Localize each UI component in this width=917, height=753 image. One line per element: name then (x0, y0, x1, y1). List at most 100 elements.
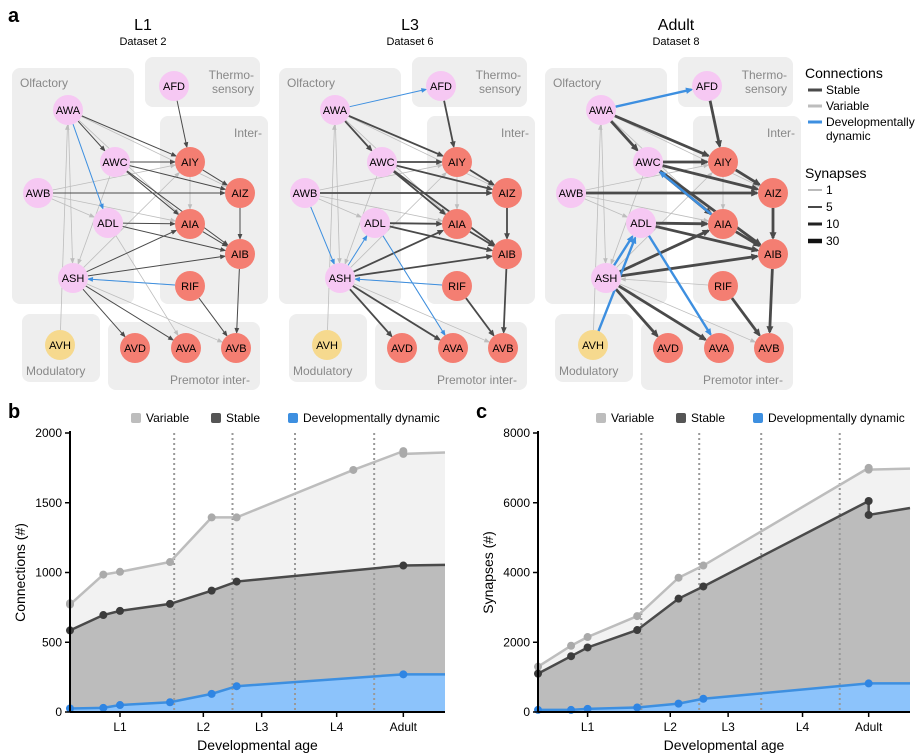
stable-data-point (864, 497, 873, 506)
variable-legend-swatch (131, 413, 141, 423)
stable-connection (85, 285, 173, 340)
variable-connection (621, 278, 709, 286)
stable-connection-arrowhead (220, 185, 227, 191)
dynamic-legend-label-1: Developmentally (826, 115, 915, 129)
y-tick-label: 0 (523, 705, 530, 719)
neuron-label-aiy: AIY (448, 157, 466, 169)
stable-connection (87, 255, 225, 277)
variable-connection-arrowhead (174, 171, 181, 178)
dynamic-data-point (116, 701, 124, 710)
x-tick-label-l4: L4 (796, 720, 810, 734)
variable-data-point (116, 567, 124, 576)
stable-connection (614, 288, 659, 337)
stable-connection-arrowhead (487, 179, 496, 186)
dynamic-connection (347, 236, 367, 266)
neuron-label-rif: RIF (181, 281, 199, 293)
neuron-label-awc: AWC (635, 157, 660, 169)
stable-connection (655, 221, 708, 226)
stable-connection-arrowhead (365, 144, 373, 152)
variable-data-point (349, 465, 358, 474)
dynamic-connection (613, 235, 634, 266)
neuron-node-afd (159, 71, 189, 101)
variable-connection (319, 195, 442, 222)
neuron-label-aia: AIA (181, 219, 199, 231)
stable-connection (77, 120, 105, 151)
neuron-node-aiz (758, 178, 788, 208)
network-dataset-label: Dataset 8 (652, 36, 699, 48)
stable-connection (81, 115, 176, 157)
stable-connection (202, 169, 227, 185)
dynamic-connection-arrowhead (704, 328, 712, 337)
neuron-label-avb: AVB (492, 343, 513, 355)
variable-data-point (699, 561, 708, 570)
olfactory-group-label: Olfactory (20, 76, 68, 90)
dynamic-data-point (633, 703, 642, 712)
stable-connection (730, 297, 761, 336)
stable-connection (502, 268, 508, 333)
y-tick-label: 0 (55, 705, 62, 719)
y-tick-label: 500 (42, 635, 62, 649)
x-tick-label-l1: L1 (113, 720, 127, 734)
thermo-group-label-2: sensory (745, 82, 787, 96)
stable-connection (708, 100, 722, 147)
variable-connection-arrowhead (170, 217, 177, 223)
synapse-legend-label-1: 1 (826, 183, 833, 197)
premotor-group-label: Premotor inter- (170, 373, 250, 387)
stable-connection-arrowhead (169, 221, 177, 227)
x-tick-label-l4: L4 (330, 720, 344, 734)
neuron-node-aib (492, 239, 522, 269)
stable-connection (443, 100, 455, 147)
neuron-node-aia (708, 209, 738, 239)
neuron-label-adl: ADL (97, 218, 118, 230)
dynamic-connection-arrowhead (630, 236, 637, 245)
stable-data-point (699, 582, 708, 591)
stable-connection-arrowhead (436, 229, 445, 236)
stable-connection (393, 170, 495, 246)
stable-data-point (567, 652, 576, 661)
neuron-node-avd (653, 333, 683, 363)
stable-data-point (583, 643, 592, 652)
olfactory-group-label: Olfactory (553, 76, 601, 90)
variable-connection (52, 195, 175, 222)
variable-connection (614, 116, 759, 187)
neuron-label-ash: ASH (595, 273, 618, 285)
stable-connection (176, 100, 188, 147)
neuron-label-aia: AIA (714, 219, 732, 231)
variable-connection (81, 116, 226, 187)
network-l3: L3 Dataset 6 Olfactory Thermo-sensory Inter-… (279, 17, 535, 390)
neuron-label-awb: AWB (26, 188, 51, 200)
network-legend: Connections Stable Variable Developmenta… (805, 65, 915, 248)
neuron-label-ava: AVA (176, 343, 197, 355)
neuron-node-aiy (708, 147, 738, 177)
stable-connection (620, 254, 758, 278)
network-adult: Adult Dataset 8 Olfactory Thermo-sensory Int… (545, 17, 801, 390)
stable-connection-arrowhead (750, 245, 760, 253)
stable-connection-arrowhead (701, 158, 709, 166)
variable-connection-arrowhead (173, 329, 179, 337)
stable-connection-arrowhead (221, 180, 229, 186)
variable-connection-arrowhead (344, 258, 349, 265)
neuron-label-rif: RIF (714, 281, 732, 293)
neuron-label-avd: AVD (124, 343, 146, 355)
neuron-label-ash: ASH (62, 273, 85, 285)
dynamic-legend-label-2: dynamic (826, 129, 871, 143)
variable-connection-arrowhead (454, 204, 460, 210)
variable-legend-label: Variable (826, 99, 869, 113)
x-tick-label-l2: L2 (197, 720, 211, 734)
variable-data-point (207, 513, 216, 522)
stable-connection-arrowhead (436, 159, 443, 165)
variable-data-point (583, 633, 592, 642)
neuron-label-avd: AVD (391, 343, 413, 355)
stable-connection-arrowhead (504, 233, 510, 240)
neuron-label-adl: ADL (364, 218, 385, 230)
stable-data-point (232, 577, 241, 586)
network-diagrams: L1 Dataset 2 Olfactory Thermo-sensory Inter-… (12, 17, 801, 390)
dynamic-connection (310, 206, 335, 264)
stable-connection (389, 225, 492, 252)
neuron-label-awb: AWB (293, 188, 318, 200)
inter-group-label: Inter- (501, 126, 529, 140)
dynamic-connection (88, 278, 176, 286)
neuron-label-aiz: AIZ (764, 188, 781, 200)
neuron-label-aiz: AIZ (231, 188, 248, 200)
variable-connection (115, 235, 178, 335)
